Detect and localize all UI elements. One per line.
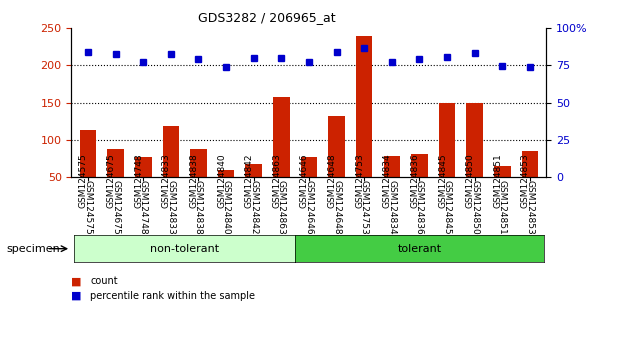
Text: GSM124845: GSM124845	[443, 180, 451, 234]
Text: GSM124853: GSM124853	[525, 180, 535, 234]
Text: GSM124840: GSM124840	[222, 180, 230, 234]
Text: GSM124838: GSM124838	[194, 180, 203, 234]
Bar	[163, 126, 179, 177]
Text: GSM124575: GSM124575	[83, 180, 93, 234]
Text: specimen: specimen	[6, 244, 60, 254]
Bar	[273, 97, 289, 177]
Bar	[301, 157, 317, 177]
Text: GSM124851: GSM124851	[493, 153, 502, 208]
Bar	[522, 151, 538, 177]
Text: GSM124853: GSM124853	[521, 153, 530, 208]
Text: GSM124648: GSM124648	[332, 180, 341, 234]
Text: GSM124648: GSM124648	[327, 153, 337, 208]
Text: GSM124850: GSM124850	[466, 153, 474, 208]
Text: GSM124836: GSM124836	[415, 180, 424, 234]
Text: GSM124646: GSM124646	[304, 180, 314, 234]
Bar	[411, 154, 428, 177]
Text: GSM124836: GSM124836	[410, 153, 419, 208]
Text: GSM124675: GSM124675	[107, 153, 116, 208]
Bar	[190, 149, 207, 177]
Text: GSM124834: GSM124834	[388, 180, 396, 234]
Bar	[135, 157, 152, 177]
Bar	[356, 36, 373, 177]
Text: GSM124675: GSM124675	[111, 180, 120, 234]
Bar	[218, 170, 234, 177]
Bar	[466, 103, 483, 177]
Text: GSM124753: GSM124753	[355, 153, 364, 208]
Bar	[79, 130, 96, 177]
Text: GSM124842: GSM124842	[245, 153, 254, 208]
Text: GSM124845: GSM124845	[438, 153, 447, 208]
Text: ■: ■	[71, 276, 82, 286]
Bar	[107, 149, 124, 177]
Text: GSM124833: GSM124833	[166, 180, 175, 234]
Text: GSM124842: GSM124842	[249, 180, 258, 234]
Text: GSM124833: GSM124833	[162, 153, 171, 208]
Bar	[245, 164, 262, 177]
Text: GSM124646: GSM124646	[300, 153, 309, 208]
Text: GSM124851: GSM124851	[498, 180, 507, 234]
Text: GDS3282 / 206965_at: GDS3282 / 206965_at	[198, 11, 336, 24]
Text: non-tolerant: non-tolerant	[150, 244, 219, 254]
Text: GSM124863: GSM124863	[277, 180, 286, 234]
Bar	[494, 166, 510, 177]
Bar	[329, 116, 345, 177]
Text: tolerant: tolerant	[397, 244, 442, 254]
Text: GSM124838: GSM124838	[189, 153, 199, 208]
Text: GSM124863: GSM124863	[273, 153, 281, 208]
Text: count: count	[90, 276, 117, 286]
Text: GSM124850: GSM124850	[470, 180, 479, 234]
Text: GSM124575: GSM124575	[79, 153, 88, 208]
Bar	[439, 103, 455, 177]
Text: GSM124840: GSM124840	[217, 153, 226, 208]
Text: GSM124753: GSM124753	[360, 180, 369, 234]
Text: GSM124748: GSM124748	[134, 153, 143, 208]
Text: GSM124748: GSM124748	[138, 180, 148, 234]
Text: GSM124834: GSM124834	[383, 153, 392, 208]
Text: percentile rank within the sample: percentile rank within the sample	[90, 291, 255, 301]
Bar	[384, 156, 400, 177]
Text: ■: ■	[71, 291, 82, 301]
